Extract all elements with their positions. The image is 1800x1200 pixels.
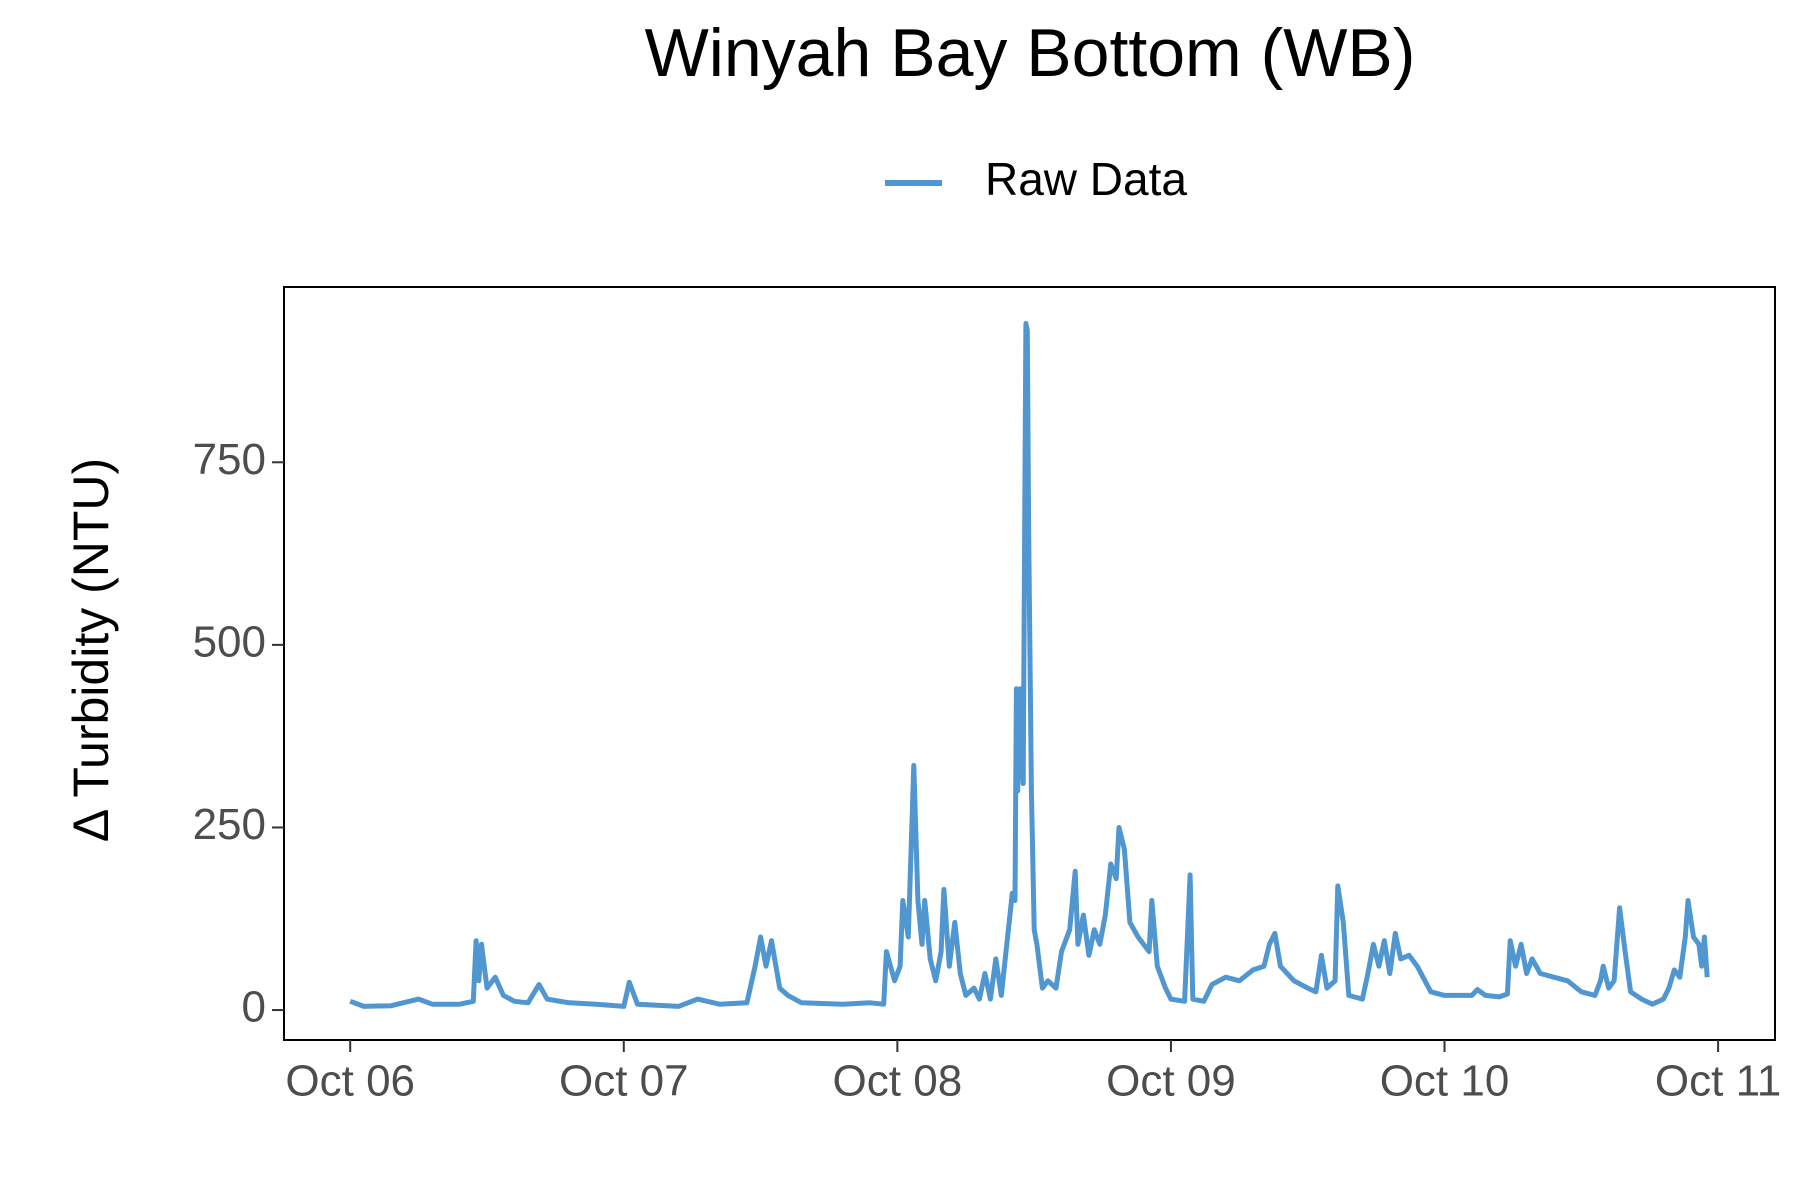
- y-axis-label: Δ Turbidity (NTU): [63, 458, 119, 842]
- y-tick-label: 250: [193, 800, 266, 849]
- data-line: [349, 321, 1710, 1009]
- y-tick-label: 500: [193, 618, 266, 667]
- x-tick-label: Oct 11: [1655, 1057, 1781, 1106]
- y-tick-label: 750: [193, 435, 266, 484]
- plot-frame: [283, 286, 1776, 1041]
- x-tick-label: Oct 06: [285, 1057, 415, 1106]
- chart-title: Winyah Bay Bottom (WB): [645, 15, 1416, 91]
- y-tick-label: 0: [242, 983, 266, 1032]
- legend-label: Raw Data: [985, 153, 1187, 205]
- x-tick-label: Oct 09: [1106, 1057, 1236, 1106]
- x-tick-label: Oct 08: [833, 1057, 963, 1106]
- x-tick-label: Oct 10: [1380, 1057, 1510, 1106]
- x-tick-label: Oct 07: [559, 1057, 689, 1106]
